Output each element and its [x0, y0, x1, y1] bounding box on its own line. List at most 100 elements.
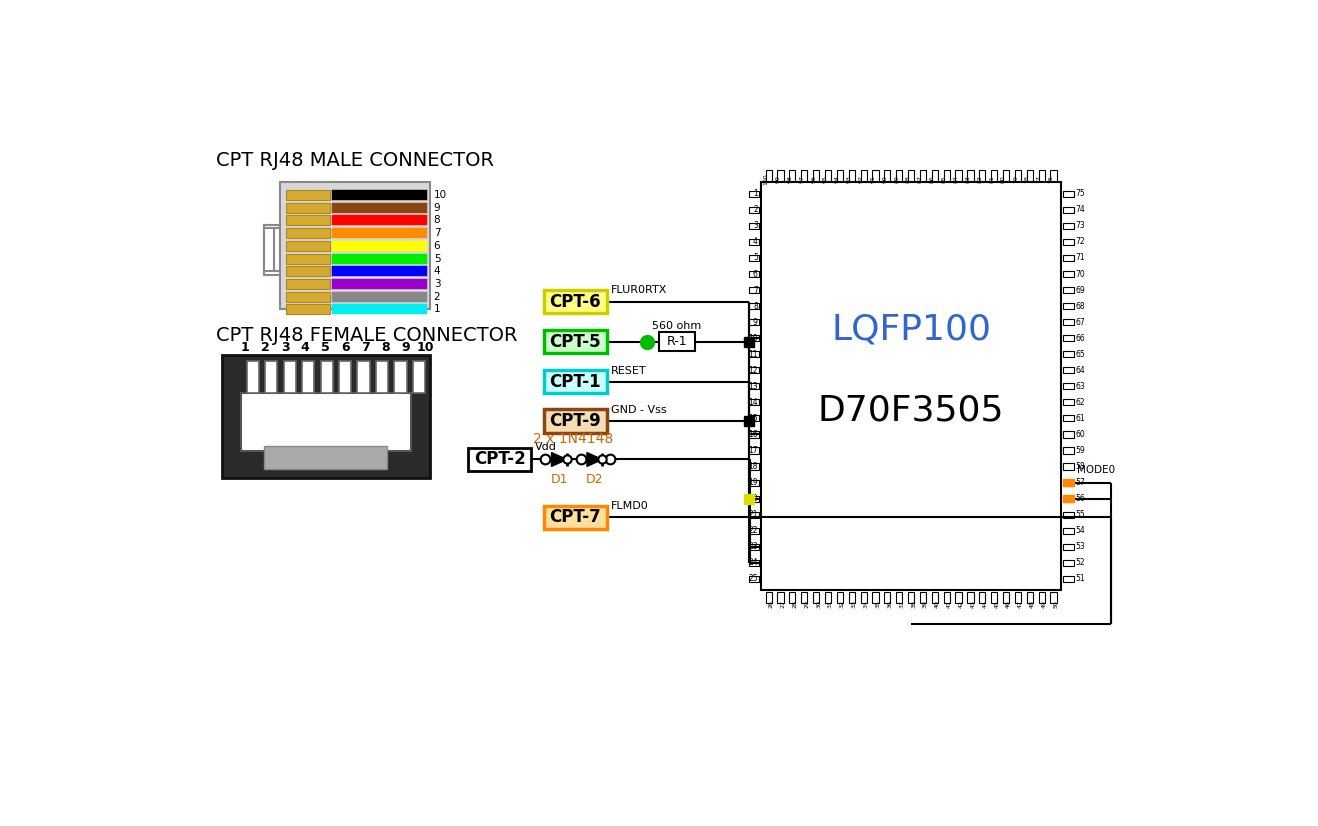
Text: 7: 7 [434, 228, 440, 238]
Text: 67: 67 [1075, 318, 1085, 326]
Bar [749, 271, 759, 277]
Text: 29: 29 [804, 601, 809, 608]
Bar [544, 290, 608, 313]
Bar [286, 279, 330, 289]
Bar [967, 592, 974, 603]
Bar [286, 266, 330, 276]
Bar [1062, 287, 1074, 293]
Bar [778, 170, 784, 181]
Text: 39: 39 [923, 601, 928, 608]
Text: 47: 47 [1017, 601, 1023, 608]
Bar [979, 592, 986, 603]
Bar [1062, 496, 1074, 501]
Bar [286, 228, 330, 238]
Bar [265, 445, 387, 468]
Text: 66: 66 [1075, 334, 1085, 343]
Text: 8: 8 [434, 216, 440, 225]
Bar [749, 303, 759, 309]
Text: 1: 1 [434, 304, 440, 315]
Bar [1062, 448, 1074, 453]
Text: 42: 42 [958, 601, 963, 608]
Text: 52: 52 [1075, 558, 1085, 567]
Text: 9: 9 [401, 340, 410, 354]
Bar [1027, 592, 1033, 603]
Bar [246, 361, 258, 393]
Text: 21: 21 [749, 510, 758, 520]
Text: CPT RJ48 FEMALE CONNECTOR: CPT RJ48 FEMALE CONNECTOR [216, 326, 517, 345]
Bar [1062, 206, 1074, 213]
Bar [749, 239, 759, 245]
Bar [286, 216, 330, 225]
Text: 81: 81 [990, 175, 994, 183]
Bar [789, 592, 796, 603]
Text: 92: 92 [858, 175, 863, 183]
Bar [286, 304, 330, 315]
Bar [332, 254, 427, 263]
Bar [1062, 223, 1074, 229]
Bar [979, 170, 986, 181]
Bar [394, 361, 407, 393]
Bar [849, 592, 855, 603]
Bar [1062, 544, 1074, 550]
Text: CPT RJ48 MALE CONNECTOR: CPT RJ48 MALE CONNECTOR [216, 151, 494, 170]
Text: 23: 23 [749, 542, 758, 551]
Text: 5: 5 [434, 254, 440, 263]
Text: 76: 76 [1049, 175, 1053, 183]
Text: 48: 48 [1029, 601, 1035, 608]
Bar [241, 393, 411, 451]
Text: 10: 10 [434, 190, 447, 200]
Text: 54: 54 [1075, 526, 1085, 535]
Bar [1062, 480, 1074, 486]
Bar [265, 225, 279, 229]
Bar [286, 254, 330, 263]
Text: 85: 85 [941, 175, 946, 183]
Text: 41: 41 [946, 601, 952, 608]
Text: LQFP100: LQFP100 [832, 312, 991, 346]
Text: 7: 7 [361, 340, 369, 354]
Bar [544, 410, 608, 433]
Text: 33: 33 [851, 601, 857, 608]
Bar [1062, 576, 1074, 582]
Bar [544, 506, 608, 529]
Text: 87: 87 [917, 175, 923, 183]
Text: 50: 50 [1053, 601, 1058, 608]
Bar [376, 361, 389, 393]
Text: 3: 3 [753, 221, 758, 230]
Bar [1062, 399, 1074, 406]
Text: FLMD0: FLMD0 [610, 501, 648, 511]
Bar [749, 319, 759, 325]
Text: 89: 89 [894, 175, 899, 183]
Text: 30: 30 [816, 601, 821, 608]
Bar [1062, 255, 1074, 261]
Bar [1039, 170, 1045, 181]
Bar [332, 279, 427, 289]
Text: MODE0: MODE0 [1077, 465, 1115, 475]
Bar [749, 480, 759, 486]
Text: 59: 59 [1075, 446, 1085, 455]
Bar [749, 399, 759, 406]
Text: 90: 90 [882, 175, 887, 183]
Bar [766, 592, 772, 603]
Text: 95: 95 [822, 175, 828, 183]
Text: 96: 96 [811, 175, 816, 183]
Bar [1062, 511, 1074, 518]
Text: D2: D2 [587, 473, 604, 487]
Text: 1: 1 [241, 340, 249, 354]
Polygon shape [551, 453, 567, 467]
Bar [920, 592, 927, 603]
Text: 60: 60 [1075, 430, 1085, 439]
Text: 65: 65 [1075, 349, 1085, 358]
Bar [749, 206, 759, 213]
Bar [749, 368, 759, 373]
Bar [749, 544, 759, 550]
Bar [849, 170, 855, 181]
Text: 13: 13 [749, 382, 758, 391]
Bar [1015, 592, 1021, 603]
Text: 68: 68 [1075, 301, 1085, 311]
Text: 38: 38 [911, 601, 916, 608]
Bar [932, 170, 938, 181]
Bar [1062, 528, 1074, 534]
Text: 73: 73 [1075, 221, 1085, 230]
Text: 4: 4 [301, 340, 310, 354]
Text: 49: 49 [1041, 601, 1046, 608]
